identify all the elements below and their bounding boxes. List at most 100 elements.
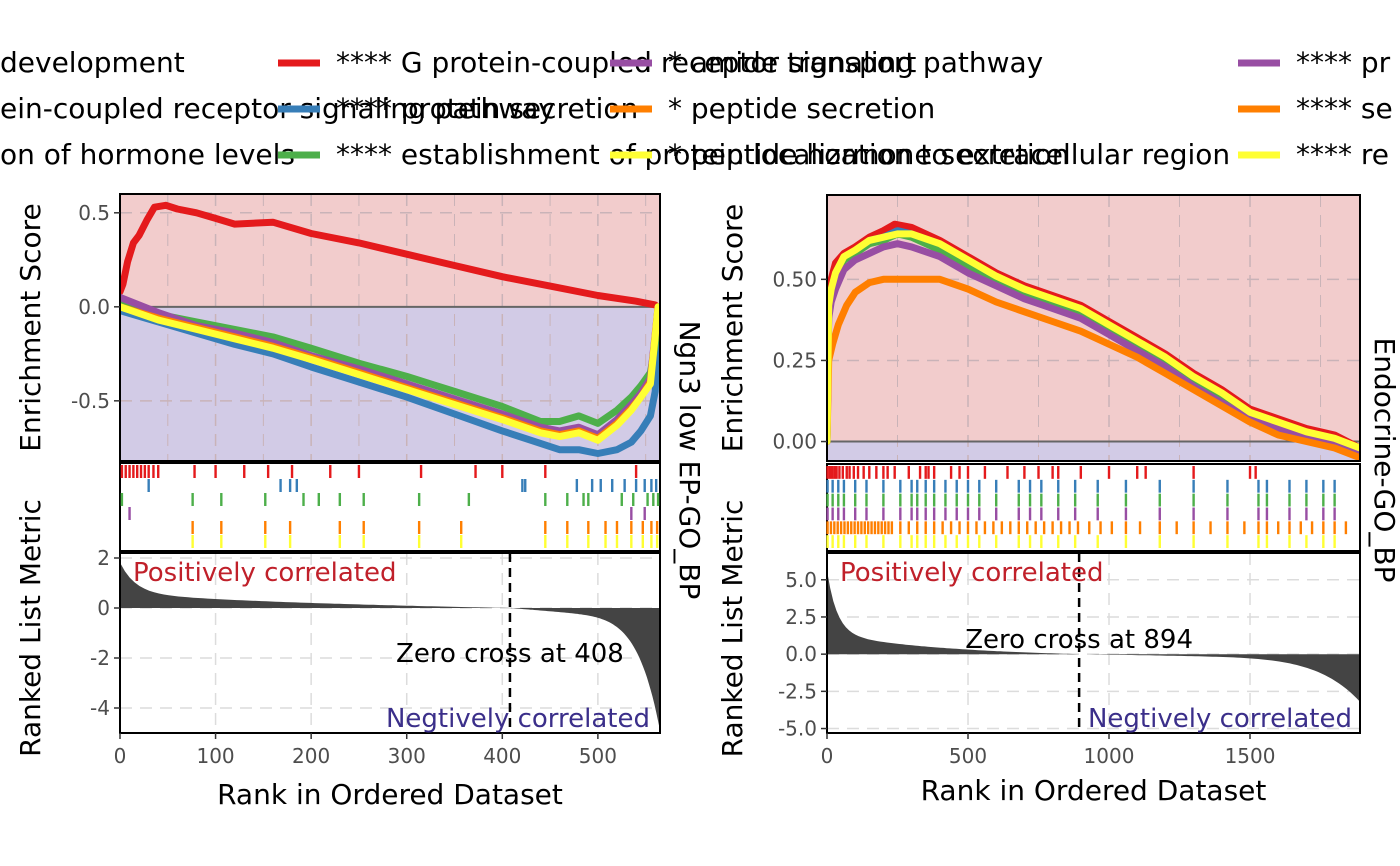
hit-tick: [467, 493, 471, 506]
hit-tick: [1265, 535, 1269, 548]
metric-tick-label: -2: [90, 646, 110, 670]
hit-tick: [630, 507, 633, 520]
hit-tick: [1073, 493, 1077, 507]
es-tick-label: 0.50: [772, 267, 817, 291]
hit-tick: [1158, 535, 1161, 548]
hit-tick: [362, 493, 365, 506]
hit-tick: [966, 535, 970, 548]
hit-tick: [1305, 507, 1308, 521]
hit-tick: [854, 535, 857, 548]
x-tick-label: 400: [483, 744, 521, 768]
hit-tick: [1310, 521, 1314, 535]
hit-tick: [924, 493, 927, 507]
hit-tick: [1051, 521, 1054, 535]
hit-tick: [955, 479, 958, 493]
hit-tick: [650, 521, 653, 534]
hit-tick: [826, 507, 829, 521]
hit-tick: [966, 507, 970, 521]
zero-cross-label: Zero cross at 894: [965, 625, 1193, 655]
hit-tick: [655, 535, 659, 548]
hit-tick: [362, 521, 365, 534]
hit-tick: [544, 535, 547, 548]
hit-tick: [833, 521, 836, 535]
hit-tick: [877, 521, 880, 535]
hit-tick: [604, 521, 607, 534]
hit-tick: [1096, 535, 1099, 548]
metric-axis-title: Ranked List Metric: [716, 500, 749, 758]
hit-tick: [1257, 479, 1260, 493]
hit-tick: [886, 466, 889, 479]
hit-tick: [620, 493, 623, 506]
metric-tick-label: -5.0: [778, 717, 817, 741]
hit-tick: [995, 535, 998, 548]
hit-tick: [978, 535, 981, 548]
hit-tick: [829, 521, 833, 535]
hit-tick: [652, 493, 655, 506]
metric-tick-label: 5.0: [785, 568, 817, 592]
metric-frame: [826, 552, 1361, 734]
hit-tick: [944, 507, 947, 521]
hit-tick: [362, 535, 365, 548]
legend-label: **** establishment of protein localizati…: [336, 138, 1230, 171]
es-series-line: [120, 303, 660, 444]
hit-tick: [831, 507, 834, 521]
hit-tick: [916, 535, 919, 548]
hit-tick: [853, 521, 856, 535]
hit-tick: [966, 521, 970, 535]
legend-item: **** G protein-coupled receptor signalin…: [278, 46, 1043, 79]
hit-tick: [1192, 535, 1195, 548]
hit-tick: [958, 521, 961, 535]
es-tick-label: 0.00: [772, 430, 817, 454]
es-tick-label: 0.5: [78, 201, 110, 225]
legend-item: ein-coupled receptor signaling pathway: [0, 92, 555, 125]
hit-tick: [910, 493, 913, 507]
hit-tick: [893, 466, 896, 479]
legend-label: **** pr: [1296, 46, 1391, 79]
hit-tick: [978, 479, 981, 493]
hit-tick: [975, 521, 978, 535]
hit-tick: [338, 535, 342, 548]
hit-tick: [1096, 507, 1099, 521]
hit-tick: [949, 466, 953, 479]
hit-tick: [842, 507, 846, 521]
hit-tick: [654, 479, 658, 492]
hit-tick: [1028, 535, 1032, 548]
hit-tick: [955, 507, 958, 521]
hit-tick: [907, 521, 910, 535]
hit-tick: [866, 521, 870, 535]
hit-tick: [882, 493, 885, 507]
hit-tick: [1333, 521, 1336, 535]
hit-tick: [136, 465, 139, 478]
legend-label: development: [0, 46, 185, 79]
hit-tick: [1299, 521, 1302, 535]
zero-cross-label: Zero cross at 408: [396, 639, 624, 669]
hit-tick: [656, 493, 660, 506]
panel-ngn3-low: 0.50.0-0.520-2-40 100 200 300 400 500Positive…: [14, 193, 706, 811]
hit-tick: [837, 507, 840, 521]
hit-tick: [955, 535, 958, 548]
hit-tick: [1333, 507, 1336, 521]
hit-tick: [1158, 507, 1161, 521]
hit-tick: [634, 465, 638, 478]
hit-tick: [266, 465, 270, 478]
hit-tick: [1042, 521, 1046, 535]
hit-tick: [850, 521, 853, 535]
hit-tick: [924, 521, 927, 535]
hit-tick: [882, 479, 885, 493]
hit-tick: [193, 465, 196, 478]
es-series-line: [120, 295, 660, 427]
hit-tick: [841, 466, 844, 479]
hit-tick: [826, 535, 829, 548]
hit-tick: [837, 493, 840, 507]
legend-label: ein-coupled receptor signaling pathway: [0, 92, 555, 125]
negative-correlated-label: Negtively correlated: [1088, 704, 1352, 734]
hit-tick: [474, 465, 477, 478]
hit-tick: [630, 535, 633, 548]
x-tick-label: 100: [196, 744, 234, 768]
hit-tick: [417, 535, 421, 548]
hit-tick: [916, 479, 919, 493]
hit-tick: [1040, 479, 1043, 493]
metric-tick-label: -2.5: [778, 679, 817, 703]
legend-item: on of hormone levels: [0, 138, 295, 171]
es-tick-label: 0.0: [78, 295, 110, 319]
